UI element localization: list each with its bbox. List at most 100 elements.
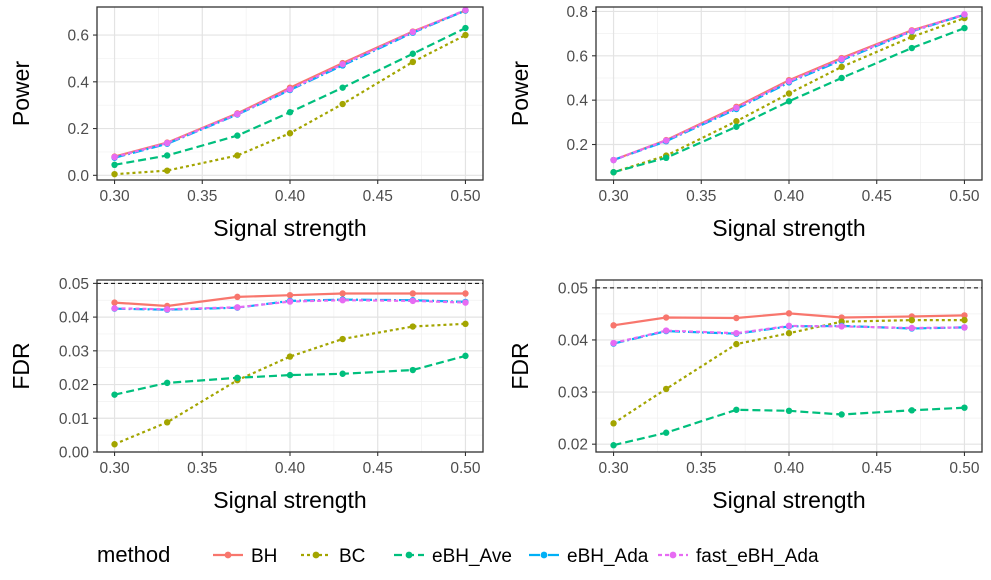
- legend-key-point: [540, 551, 548, 559]
- x-axis-title: Signal strength: [712, 215, 865, 241]
- data-point-fast_eBH_Ada: [234, 110, 241, 118]
- data-point-BC: [733, 340, 740, 348]
- legend-label: eBH_Ada: [567, 546, 649, 567]
- x-tick-label: 0.50: [949, 460, 980, 477]
- data-point-eBH_Ave: [610, 442, 617, 449]
- x-tick-label: 0.45: [862, 188, 892, 205]
- chart-panel-1: 0.30 0.35 0.40 0.45 0.50 0.0 0.2 0.4 0.6 Signal s…: [8, 6, 484, 241]
- data-point-fast_eBH_Ada: [286, 298, 294, 305]
- data-point-eBH_Ave: [908, 407, 916, 414]
- data-point-eBH_Ave: [838, 411, 845, 418]
- x-tick-label: 0.30: [598, 188, 629, 205]
- data-point-fast_eBH_Ada: [234, 304, 241, 311]
- x-tick-label: 0.50: [949, 188, 980, 205]
- y-tick-label: 0.04: [59, 310, 90, 327]
- data-point-fast_eBH_Ada: [733, 329, 740, 337]
- data-point-eBH_Ave: [234, 374, 241, 382]
- chart-panel-3: 0.30 0.35 0.40 0.45 0.50 0.00 0.01 0.02 0.03 0.04…: [8, 276, 484, 513]
- data-point-fast_eBH_Ada: [409, 28, 417, 36]
- y-axis-title: Power: [8, 61, 34, 127]
- x-tick-label: 0.50: [450, 188, 481, 205]
- y-tick-label: 0.2: [566, 137, 588, 154]
- data-point-eBH_Ave: [286, 109, 294, 116]
- data-point-BC: [610, 420, 617, 427]
- legend: method BH BC eBH_Ave eBH_Ada fast_eBH_Ada: [97, 542, 819, 567]
- y-axis-title: FDR: [507, 342, 533, 389]
- data-point-fast_eBH_Ada: [908, 27, 916, 35]
- data-point-BC: [462, 320, 469, 328]
- y-tick-label: 0.05: [59, 276, 89, 293]
- data-point-eBH_Ave: [163, 379, 171, 387]
- x-tick-label: 0.35: [187, 460, 217, 477]
- data-point-BH: [662, 314, 670, 321]
- data-point-eBH_Ave: [610, 169, 617, 176]
- y-axis-title: FDR: [8, 342, 34, 389]
- x-tick-label: 0.35: [686, 188, 716, 205]
- x-tick-label: 0.40: [275, 188, 306, 205]
- data-point-fast_eBH_Ada: [733, 104, 740, 112]
- data-point-BC: [462, 31, 469, 39]
- data-point-eBH_Ave: [908, 44, 916, 52]
- data-point-BH: [961, 312, 968, 319]
- data-point-BC: [409, 323, 417, 330]
- data-point-fast_eBH_Ada: [662, 137, 670, 144]
- data-point-BC: [163, 419, 171, 426]
- x-tick-label: 0.45: [363, 460, 393, 477]
- data-point-eBH_Ave: [339, 370, 346, 377]
- y-tick-label: 0.02: [558, 437, 588, 454]
- data-point-eBH_Ave: [961, 404, 968, 411]
- legend-key-point: [224, 551, 232, 559]
- data-point-fast_eBH_Ada: [610, 339, 617, 347]
- data-point-BC: [163, 167, 171, 174]
- x-tick-label: 0.50: [450, 460, 481, 477]
- data-point-BH: [339, 290, 346, 297]
- data-point-fast_eBH_Ada: [662, 327, 670, 334]
- data-point-fast_eBH_Ada: [462, 299, 469, 306]
- data-point-eBH_Ave: [961, 24, 968, 32]
- y-tick-label: 0.4: [566, 93, 588, 110]
- data-point-BC: [339, 100, 346, 108]
- y-tick-label: 0.0: [67, 168, 89, 185]
- x-tick-label: 0.35: [187, 188, 217, 205]
- x-axis-title: Signal strength: [712, 487, 865, 513]
- legend-label: BH: [251, 546, 277, 567]
- data-point-eBH_Ave: [339, 84, 346, 91]
- data-point-BC: [111, 441, 118, 448]
- data-point-BC: [785, 329, 793, 337]
- chart-panel-4: 0.30 0.35 0.40 0.45 0.50 0.02 0.03 0.04 0.05 Sign…: [507, 279, 983, 513]
- y-tick-label: 0.2: [67, 121, 89, 138]
- data-point-BC: [733, 118, 740, 125]
- data-point-BC: [908, 33, 916, 41]
- x-tick-label: 0.45: [363, 188, 393, 205]
- legend-title: method: [97, 542, 170, 567]
- data-point-BH: [785, 310, 793, 317]
- legend-item-BH: BH: [213, 546, 277, 567]
- legend-label: eBH_Ave: [432, 546, 512, 567]
- legend-key-point: [312, 551, 320, 559]
- legend-label: BC: [339, 546, 365, 567]
- data-point-eBH_Ave: [286, 371, 294, 379]
- x-axis-title: Signal strength: [213, 487, 366, 513]
- legend-key-point: [669, 551, 677, 559]
- data-point-BC: [409, 58, 417, 66]
- legend-item-fast_eBH_Ada: fast_eBH_Ada: [658, 546, 819, 567]
- chart-panels: 0.30 0.35 0.40 0.45 0.50 0.0 0.2 0.4 0.6 Signal s…: [8, 4, 983, 513]
- data-point-BC: [339, 335, 346, 343]
- x-tick-label: 0.45: [862, 460, 892, 477]
- data-point-eBH_Ave: [234, 132, 241, 139]
- x-tick-label: 0.40: [275, 460, 306, 477]
- x-axis-title: Signal strength: [213, 215, 366, 241]
- data-point-eBH_Ave: [111, 161, 118, 169]
- data-point-eBH_Ave: [785, 407, 793, 415]
- legend-item-eBH_Ave: eBH_Ave: [394, 546, 512, 567]
- data-point-BC: [234, 152, 241, 159]
- data-point-eBH_Ave: [462, 24, 469, 32]
- data-point-BH: [462, 290, 469, 297]
- legend-key-point: [405, 551, 413, 559]
- chart-panel-2: 0.30 0.35 0.40 0.45 0.50 0.2 0.4 0.6 0.8 Signal s…: [507, 4, 983, 241]
- data-point-BC: [111, 170, 118, 178]
- data-point-BH: [610, 322, 617, 329]
- y-tick-label: 0.05: [558, 280, 588, 297]
- data-point-eBH_Ave: [662, 154, 670, 162]
